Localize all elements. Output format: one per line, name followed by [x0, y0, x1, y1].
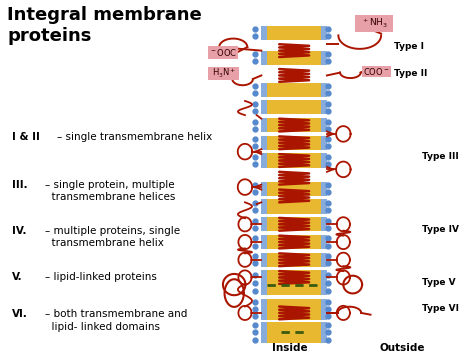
- Bar: [261, 322, 267, 343]
- Text: – multiple proteins, single
  transmembrane helix: – multiple proteins, single transmembran…: [45, 226, 180, 248]
- Text: – single protein, multiple
  transmembrane helices: – single protein, multiple transmembrane…: [45, 180, 175, 202]
- Text: Type III: Type III: [422, 153, 459, 162]
- Bar: [321, 26, 327, 40]
- Bar: [261, 82, 267, 97]
- FancyBboxPatch shape: [209, 46, 238, 59]
- Bar: [261, 182, 267, 196]
- Bar: [261, 235, 267, 249]
- Bar: [321, 253, 327, 267]
- Bar: [321, 235, 327, 249]
- Bar: [261, 100, 267, 114]
- Bar: [267, 82, 321, 97]
- FancyBboxPatch shape: [362, 66, 391, 77]
- Bar: [261, 270, 267, 295]
- Bar: [261, 26, 267, 40]
- Bar: [267, 270, 321, 295]
- Text: $^-$OOC: $^-$OOC: [210, 47, 237, 58]
- Text: Inside: Inside: [272, 343, 307, 353]
- Text: III.: III.: [12, 180, 28, 190]
- Text: Type IV: Type IV: [422, 225, 459, 234]
- FancyBboxPatch shape: [355, 15, 393, 32]
- Text: Outside: Outside: [379, 343, 425, 353]
- Text: $^+$NH$_3$: $^+$NH$_3$: [361, 17, 388, 30]
- Bar: [321, 217, 327, 231]
- Bar: [267, 51, 321, 65]
- Text: IV.: IV.: [12, 226, 27, 236]
- Bar: [321, 299, 327, 320]
- Bar: [267, 253, 321, 267]
- Bar: [267, 136, 321, 150]
- Text: – lipid-linked proteins: – lipid-linked proteins: [45, 273, 157, 283]
- Text: – both transmembrane and
  lipid- linked domains: – both transmembrane and lipid- linked d…: [45, 309, 187, 332]
- Bar: [267, 235, 321, 249]
- Bar: [267, 299, 321, 320]
- Bar: [267, 153, 321, 168]
- Bar: [261, 217, 267, 231]
- Bar: [261, 136, 267, 150]
- Bar: [267, 217, 321, 231]
- Bar: [321, 100, 327, 114]
- Text: H$_3$N$^+$: H$_3$N$^+$: [212, 67, 236, 80]
- Bar: [267, 182, 321, 196]
- Text: Type V: Type V: [422, 278, 456, 287]
- Bar: [261, 199, 267, 214]
- Bar: [321, 199, 327, 214]
- Bar: [267, 100, 321, 114]
- Bar: [261, 299, 267, 320]
- Bar: [321, 118, 327, 132]
- Bar: [321, 51, 327, 65]
- Text: Type I: Type I: [394, 41, 424, 50]
- Bar: [267, 26, 321, 40]
- Text: COO$^-$: COO$^-$: [363, 66, 390, 77]
- Bar: [261, 118, 267, 132]
- Text: V.: V.: [12, 273, 23, 283]
- Bar: [321, 136, 327, 150]
- Text: Integral membrane
proteins: Integral membrane proteins: [8, 6, 202, 45]
- Bar: [261, 51, 267, 65]
- Bar: [321, 182, 327, 196]
- Bar: [321, 322, 327, 343]
- Bar: [321, 82, 327, 97]
- Text: – single transmembrane helix: – single transmembrane helix: [57, 132, 212, 143]
- Bar: [321, 270, 327, 295]
- Text: I & II: I & II: [12, 132, 40, 143]
- Bar: [261, 153, 267, 168]
- Text: Type II: Type II: [394, 69, 427, 78]
- Text: Type VI: Type VI: [422, 304, 459, 313]
- Bar: [267, 199, 321, 214]
- Text: VI.: VI.: [12, 309, 28, 319]
- Bar: [261, 253, 267, 267]
- Bar: [321, 153, 327, 168]
- FancyBboxPatch shape: [209, 67, 239, 80]
- Bar: [267, 118, 321, 132]
- Bar: [267, 322, 321, 343]
